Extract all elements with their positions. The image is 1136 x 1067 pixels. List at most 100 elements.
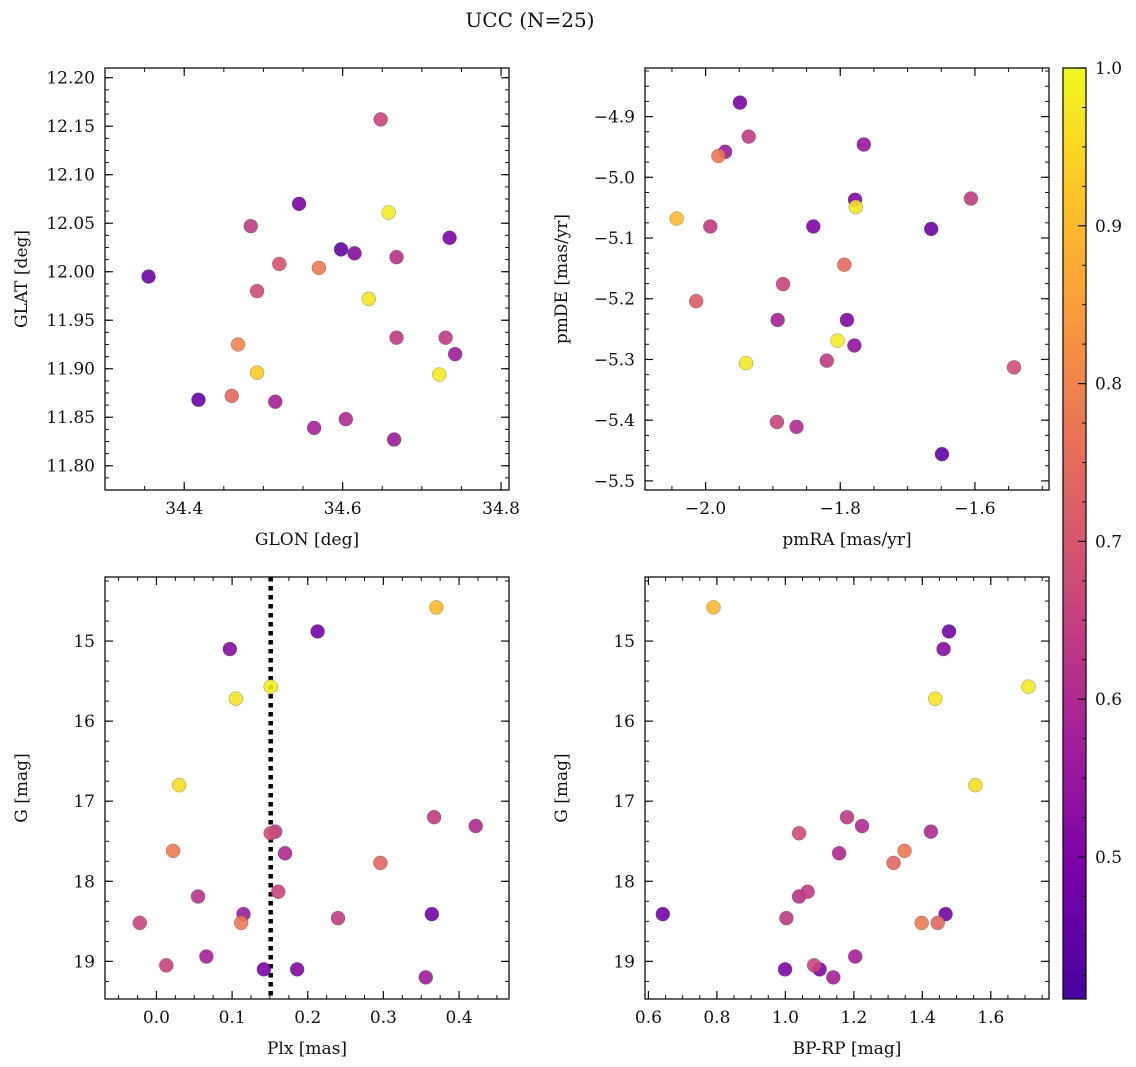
scatter-point bbox=[418, 970, 434, 985]
y-tick-label: −5.1 bbox=[594, 229, 635, 249]
x-tick-label: 1.2 bbox=[840, 1008, 867, 1028]
scatter-point bbox=[256, 962, 272, 977]
scatter-point bbox=[389, 330, 404, 345]
colorbar-frame bbox=[1062, 67, 1087, 1000]
scatter-point bbox=[424, 906, 440, 922]
minor-ticks bbox=[645, 577, 1049, 999]
scatter-point bbox=[688, 293, 704, 309]
y-tick-label: −5.5 bbox=[594, 472, 635, 492]
x-tick-label: 0.1 bbox=[219, 1008, 246, 1028]
scatter-point bbox=[928, 691, 943, 706]
scatter-point bbox=[769, 414, 785, 430]
x-tick-label: −2.0 bbox=[685, 499, 726, 519]
y-tick-label: 11.90 bbox=[46, 360, 95, 380]
y-axis-label: G [mag] bbox=[12, 753, 32, 822]
colorbar-tick-label: 0.8 bbox=[1095, 375, 1122, 395]
scatter-point bbox=[333, 242, 349, 257]
scatter-point bbox=[389, 249, 404, 265]
scatter-point bbox=[141, 269, 156, 284]
x-tick-label: 0.8 bbox=[703, 1008, 730, 1028]
scatter-point bbox=[800, 884, 815, 899]
y-tick-label: −5.0 bbox=[594, 168, 635, 188]
colorbar-tick-label: 0.7 bbox=[1095, 532, 1122, 552]
x-tick-label: 1.6 bbox=[977, 1008, 1004, 1028]
scatter-point bbox=[711, 148, 726, 164]
x-tick-label: 0.2 bbox=[294, 1008, 321, 1028]
scatter-point bbox=[777, 962, 793, 977]
y-axis-label: pmDE [mas/yr] bbox=[552, 214, 572, 344]
scatter-point bbox=[886, 855, 901, 871]
y-tick-label: 12.10 bbox=[46, 166, 95, 186]
scatter-point bbox=[306, 420, 322, 436]
scatter-point bbox=[224, 388, 239, 404]
x-tick-label: 34.6 bbox=[324, 499, 362, 519]
scatter-point bbox=[1021, 679, 1036, 694]
scatter-point bbox=[775, 276, 791, 292]
plot-frame bbox=[644, 576, 1050, 1000]
scatter-point bbox=[249, 283, 265, 299]
scatter-point bbox=[468, 818, 483, 834]
scatter-point bbox=[310, 624, 325, 639]
scatter-point bbox=[856, 137, 872, 152]
scatter-point bbox=[831, 846, 847, 861]
x-tick-label: 0.3 bbox=[370, 1008, 397, 1028]
y-tick-label: 12.00 bbox=[46, 263, 95, 283]
scatter-point bbox=[233, 915, 249, 931]
scatter-point bbox=[806, 219, 821, 234]
scatter-point bbox=[968, 777, 983, 793]
y-tick-label: 16 bbox=[613, 712, 635, 732]
scatter-point bbox=[914, 915, 929, 931]
scatter-point bbox=[277, 846, 293, 861]
scatter-point bbox=[361, 291, 377, 307]
scatter-point bbox=[426, 809, 442, 825]
y-tick-label: 12.05 bbox=[46, 214, 95, 234]
y-tick-label: 11.80 bbox=[46, 457, 95, 477]
y-tick-label: 19 bbox=[613, 952, 635, 972]
scatter-point bbox=[338, 411, 354, 427]
scatter-point bbox=[289, 962, 305, 977]
y-tick-label: 15 bbox=[613, 632, 635, 652]
scatter-point bbox=[941, 624, 957, 639]
y-tick-label: 17 bbox=[73, 792, 95, 812]
scatter-point bbox=[655, 906, 671, 922]
scatter-point bbox=[268, 394, 283, 409]
colorbar: 0.5 0.6 0.7 0.8 0.9 1.0 bbox=[1062, 59, 1122, 1000]
scatter-point bbox=[779, 910, 794, 926]
scatter-point bbox=[936, 641, 951, 657]
x-axis-label: Plx [mas] bbox=[267, 1039, 347, 1059]
x-axis-label: pmRA [mas/yr] bbox=[782, 530, 911, 550]
bprp-g-panel: 0.6 0.8 1.0 1.2 1.4 1.6 15 16 17 18 19 BP-RP [mag] G… bbox=[552, 576, 1050, 1059]
scatter-point bbox=[839, 809, 855, 825]
y-tick-label: 19 bbox=[73, 952, 95, 972]
scatter-point bbox=[847, 338, 862, 353]
x-tick-label: −1.8 bbox=[820, 499, 861, 519]
scatter-point bbox=[447, 346, 463, 362]
scatter-point bbox=[806, 958, 822, 973]
y-tick-label: 11.95 bbox=[46, 311, 95, 331]
scatter-point bbox=[930, 915, 945, 931]
x-tick-label: 34.8 bbox=[482, 499, 520, 519]
x-tick-label: 0.0 bbox=[143, 1008, 170, 1028]
scatter-point bbox=[373, 855, 388, 871]
x-axis-label: BP-RP [mag] bbox=[793, 1039, 902, 1059]
scatter-point bbox=[826, 970, 841, 985]
colorbar-tick-label: 1.0 bbox=[1095, 59, 1122, 79]
plot-frame bbox=[644, 67, 1050, 491]
scatter-point bbox=[243, 218, 259, 234]
scatter-point bbox=[819, 353, 835, 368]
colorbar-tick-label: 0.9 bbox=[1095, 217, 1122, 237]
y-tick-label: 11.85 bbox=[46, 408, 95, 428]
scatter-point bbox=[228, 691, 244, 706]
scatter-point bbox=[132, 915, 148, 931]
minor-ticks bbox=[105, 577, 509, 999]
scatter-point bbox=[442, 230, 457, 246]
scatter-point bbox=[837, 257, 852, 272]
scatter-point bbox=[706, 600, 721, 615]
pmra-pmde-panel: −2.0 −1.8 −1.6 −5.5 −5.4 −5.3 −5.2 −5.1 −5.0 −4.9… bbox=[552, 67, 1050, 550]
y-tick-label: 16 bbox=[73, 712, 95, 732]
y-tick-label: 15 bbox=[73, 632, 95, 652]
scatter-point bbox=[190, 889, 206, 904]
y-tick-label: −4.9 bbox=[594, 108, 635, 128]
scatter-point bbox=[386, 432, 402, 447]
